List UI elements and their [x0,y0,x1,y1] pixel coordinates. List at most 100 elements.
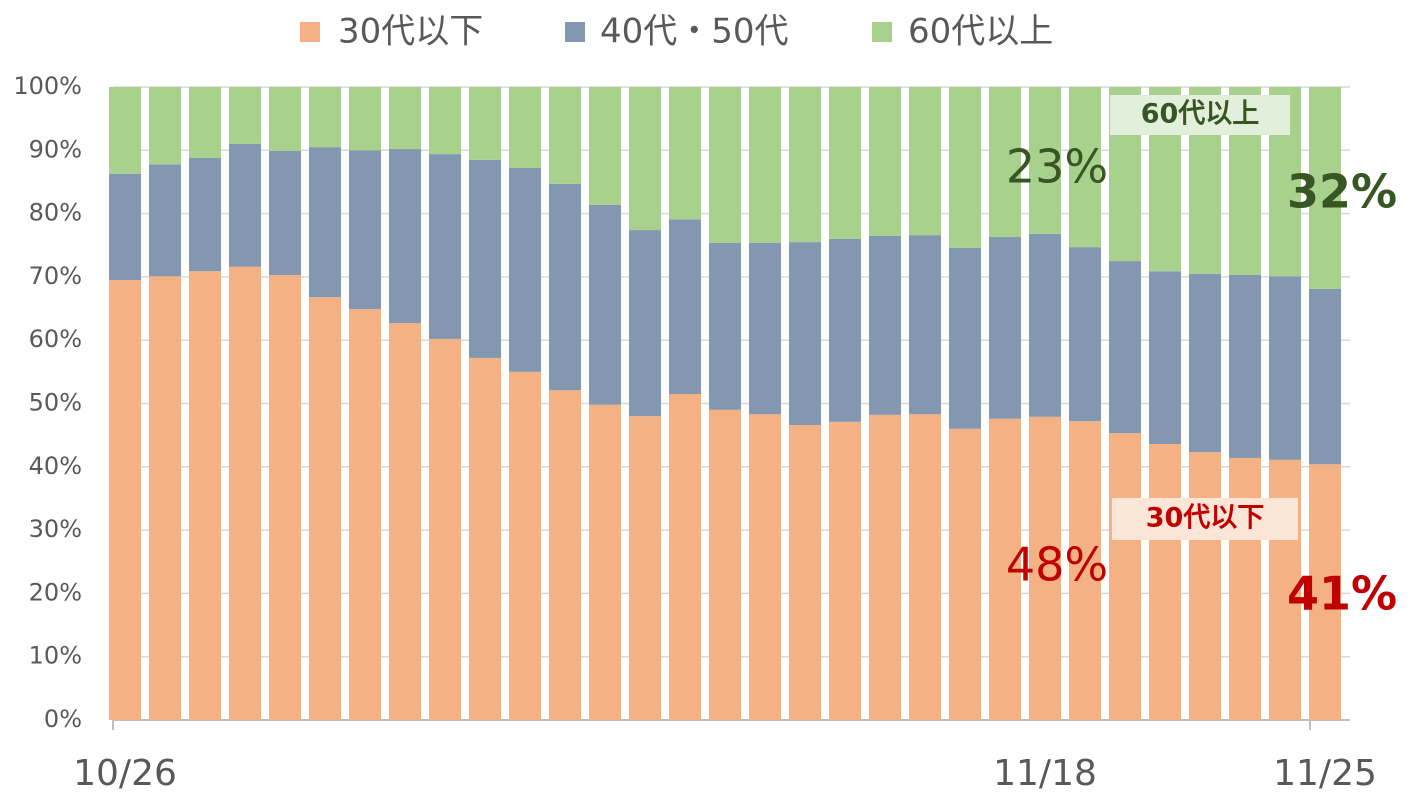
y-tick-label: 100% [13,72,82,100]
x-tick-label: 10/26 [73,753,177,794]
bar-segment [1069,421,1101,720]
bar-segment [429,87,461,155]
annotation-box [1110,95,1290,135]
y-tick-label: 90% [29,135,82,163]
bar-segment [309,147,341,298]
annotation: 48% [1006,538,1108,592]
bar-segment [669,394,701,720]
bar-segment [589,404,621,720]
bar-segment [949,428,981,720]
bar-segment [469,357,501,720]
bar-segment [109,280,141,720]
bar-segment [509,371,541,720]
bar-segment [1189,452,1221,720]
bar-segment [309,297,341,720]
bar-segment [869,235,901,415]
y-tick-label: 40% [29,452,82,480]
bar-segment [869,87,901,236]
bar-segment [1069,87,1101,248]
y-tick-label: 20% [29,578,82,606]
bar-segment [349,150,381,310]
bar-segment [789,87,821,243]
bar-segment [749,242,781,415]
y-tick-label: 10% [29,642,82,670]
bar-segment [709,409,741,720]
bar-segment [989,87,1021,238]
bar-segment [149,276,181,720]
y-tick-label: 50% [29,389,82,417]
bar-segment [989,237,1021,419]
annotation: 30代以下 [1146,503,1265,534]
bar-segment [1229,275,1261,458]
bar-segment [109,87,141,174]
bar-segment [1149,444,1181,720]
bar-segment [909,87,941,236]
legend-label: 40代・50代 [600,12,789,52]
bar-segment [789,242,821,426]
bar-segment [109,173,141,281]
bar-segment [749,414,781,720]
bar-segment [189,271,221,720]
bar-segment [1309,464,1341,720]
bar-segment [1109,433,1141,720]
x-tick-label: 11/25 [1273,753,1377,794]
annotation: 23% [1006,140,1108,194]
bar-segment [549,183,581,391]
legend-label: 60代以上 [908,12,1053,52]
bar-segment [229,87,261,144]
bar-segment [149,164,181,277]
bar-segment [149,87,181,165]
y-tick-label: 0% [44,705,82,733]
bar-segment [469,159,501,358]
legend-label: 30代以下 [338,12,483,52]
annotation: 41% [1287,567,1397,621]
bar-segment [509,87,541,169]
annotation: 32% [1287,165,1397,219]
bar-segment [1029,416,1061,720]
bar-segment [349,309,381,720]
bar-segment [269,87,301,151]
bar-segment [549,390,581,720]
bar-segment [669,87,701,220]
bar-segment [949,247,981,429]
bar-segment [589,204,621,405]
bar-segment [1069,247,1101,422]
bar-segment [829,421,861,720]
y-tick-label: 70% [29,262,82,290]
bar-segment [189,157,221,272]
bar-segment [749,87,781,243]
bar-segment [189,87,221,158]
bar-segment [669,219,701,395]
bar-segment [429,154,461,339]
y-tick-label: 60% [29,325,82,353]
bar-segment [509,168,541,372]
bar-segment [309,87,341,148]
bar-segment [429,338,461,720]
bar-segment [829,238,861,422]
bar-segment [589,87,621,205]
bar-segment [629,416,661,720]
annotation-box [1112,498,1298,540]
bar-segment [389,149,421,324]
bar-segment [349,87,381,151]
bar-segment [1269,276,1301,460]
bar-segment [269,150,301,276]
bar-segment [829,87,861,239]
bar-segment [229,266,261,720]
bar-segment [789,425,821,720]
bar-segment [549,87,581,184]
bar-segment [1029,233,1061,417]
bar-segment [1229,457,1261,720]
bar-segment [1149,271,1181,445]
bar-segment [909,235,941,415]
x-tick-label: 11/18 [993,753,1097,794]
bar-segment [269,275,301,720]
bar-segment [629,87,661,231]
legend-swatch [872,22,892,42]
bar-segment [869,414,901,720]
bar-segment [949,87,981,248]
bar-segment [709,242,741,410]
bar-segment [1029,87,1061,234]
bar-segment [1109,261,1141,434]
y-tick-label: 30% [29,515,82,543]
